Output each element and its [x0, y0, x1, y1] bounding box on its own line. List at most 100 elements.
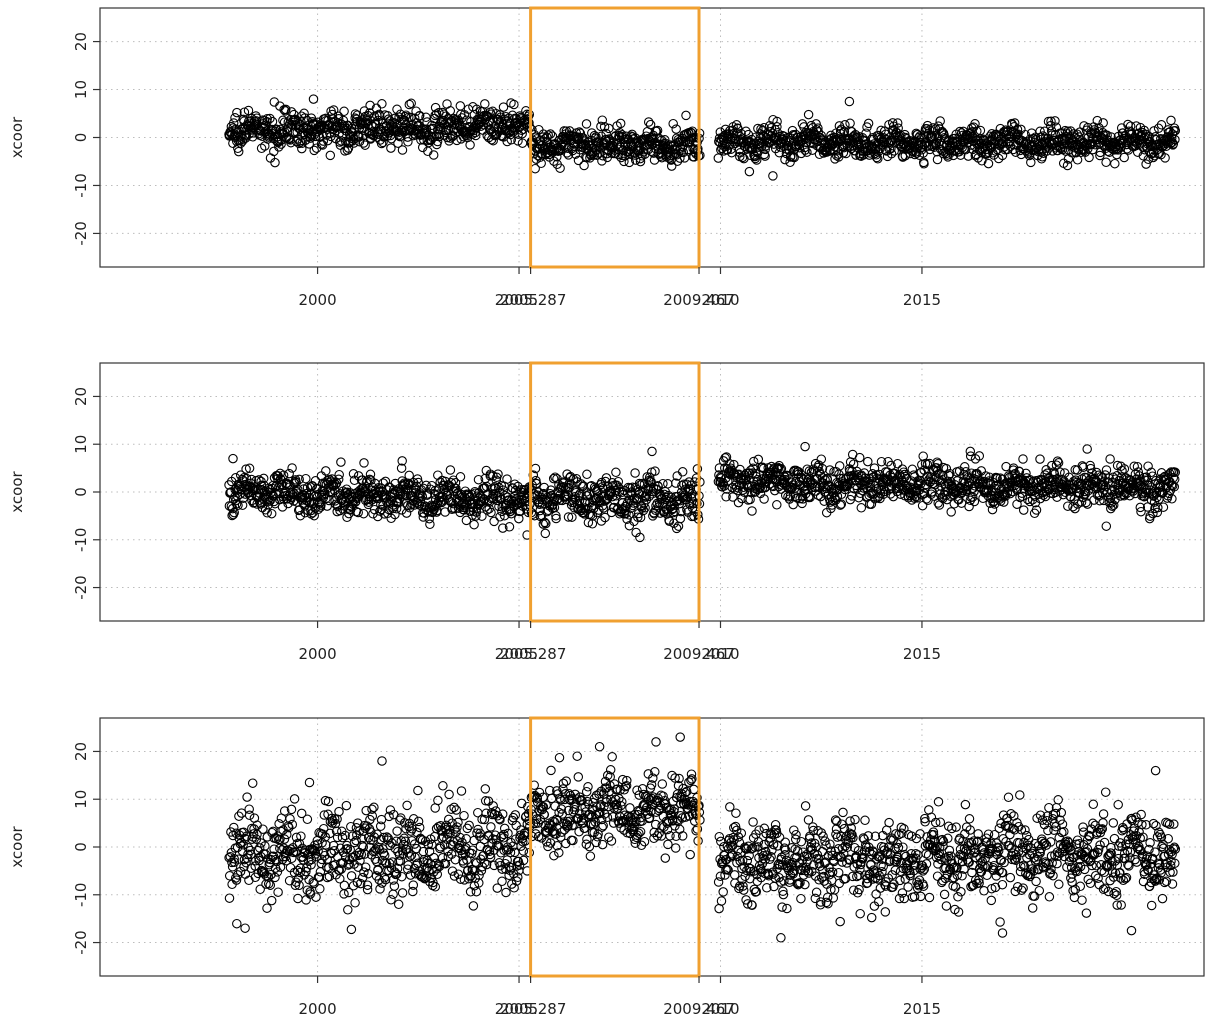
- data-point: [648, 773, 658, 783]
- data-point: [438, 781, 448, 791]
- data-point: [1101, 157, 1111, 168]
- data-point: [267, 116, 278, 127]
- data-point: [632, 785, 642, 796]
- data-point: [583, 782, 593, 792]
- data-point: [231, 499, 242, 509]
- data-point: [325, 150, 336, 161]
- data-point: [847, 491, 857, 501]
- data-point: [982, 141, 993, 152]
- data-point: [350, 898, 360, 908]
- data-point: [311, 892, 321, 902]
- data-point: [270, 157, 280, 168]
- data-point: [686, 775, 696, 786]
- data-point: [458, 858, 469, 868]
- data-point: [1072, 155, 1083, 165]
- data-point: [332, 814, 342, 824]
- data-point: [399, 478, 409, 489]
- data-point: [1166, 115, 1176, 126]
- data-point: [519, 490, 529, 501]
- data-point: [634, 828, 644, 839]
- data-point: [308, 877, 318, 887]
- data-point: [669, 804, 679, 814]
- data-point: [639, 836, 650, 847]
- data-point: [563, 512, 574, 522]
- data-point: [685, 127, 696, 137]
- data-point: [1107, 501, 1118, 511]
- data-point: [1101, 521, 1112, 531]
- data-point: [563, 820, 573, 831]
- y-tick-label: 10: [72, 435, 90, 454]
- data-point: [518, 501, 528, 512]
- data-point: [1092, 115, 1103, 126]
- data-point: [643, 117, 654, 127]
- data-point: [318, 136, 329, 146]
- data-point: [1110, 494, 1120, 505]
- data-point: [549, 146, 560, 156]
- data-point: [1052, 492, 1062, 502]
- data-point: [365, 100, 375, 111]
- data-point: [545, 838, 556, 848]
- data-point: [284, 822, 294, 833]
- data-point: [715, 472, 726, 482]
- data-point: [495, 512, 505, 522]
- data-point: [671, 523, 682, 534]
- y-tick-label: 10: [72, 80, 90, 99]
- data-point: [674, 773, 684, 784]
- data-point: [845, 118, 855, 129]
- data-point: [463, 489, 474, 499]
- data-point: [327, 109, 338, 120]
- data-point: [228, 118, 239, 128]
- data-point: [440, 823, 450, 833]
- data-point: [402, 800, 412, 811]
- data-point: [898, 152, 908, 162]
- data-point: [1095, 150, 1105, 161]
- data-point: [501, 887, 511, 898]
- data-point: [599, 122, 610, 132]
- data-point: [753, 454, 764, 465]
- data-point: [375, 821, 386, 831]
- data-point: [393, 899, 404, 910]
- data-point: [237, 500, 248, 510]
- data-point: [1085, 460, 1095, 471]
- data-point: [397, 888, 408, 898]
- data-point: [1047, 460, 1057, 471]
- data-point: [514, 513, 524, 524]
- data-point: [541, 518, 551, 529]
- data-point: [498, 523, 508, 533]
- data-point: [675, 153, 685, 163]
- data-point: [609, 495, 620, 506]
- data-point: [750, 153, 761, 164]
- data-point: [834, 461, 845, 471]
- data-point: [298, 484, 309, 494]
- data-point: [642, 792, 652, 802]
- data-point: [654, 133, 664, 144]
- data-point: [611, 467, 621, 478]
- data-point: [327, 815, 338, 826]
- data-point: [462, 823, 473, 834]
- data-point: [408, 814, 419, 824]
- data-point: [483, 830, 493, 841]
- data-point: [617, 797, 627, 807]
- data-point: [650, 767, 660, 777]
- data-point: [430, 882, 441, 892]
- data-point: [969, 496, 980, 507]
- data-point: [638, 505, 649, 516]
- data-point: [1087, 468, 1097, 478]
- data-point: [1170, 467, 1181, 478]
- data-point: [625, 803, 635, 813]
- data-point: [493, 482, 504, 493]
- data-point: [446, 804, 456, 814]
- data-point: [615, 118, 626, 129]
- data-point: [285, 814, 295, 824]
- data-point: [410, 852, 420, 863]
- data-point: [1141, 159, 1151, 169]
- data-point: [486, 822, 496, 832]
- data-point: [584, 841, 595, 852]
- data-point: [341, 800, 352, 811]
- data-point: [289, 794, 300, 804]
- data-point: [1103, 492, 1114, 502]
- data-point: [423, 839, 434, 850]
- data-point: [680, 787, 690, 798]
- data-point: [492, 883, 503, 893]
- data-point: [637, 503, 647, 513]
